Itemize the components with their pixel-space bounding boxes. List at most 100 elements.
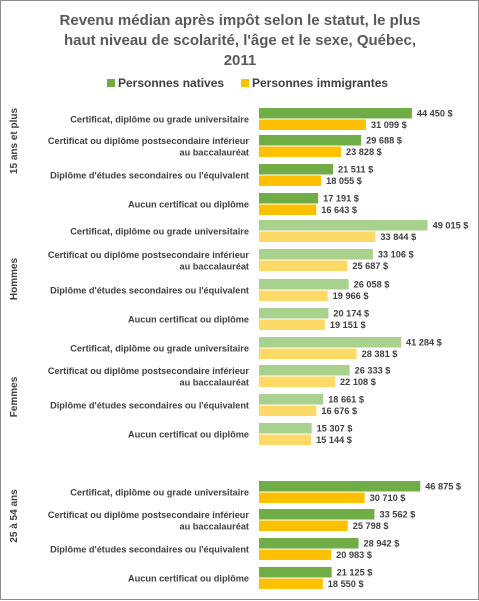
- value-label-native: 41 284 $: [406, 338, 442, 348]
- bar-native: [259, 308, 329, 319]
- bar-native: [259, 108, 412, 119]
- bar-native: [259, 135, 362, 146]
- bar-immigrant: [259, 319, 325, 330]
- value-label-immigrant: 16 676 $: [321, 406, 357, 416]
- category-label: Aucun certificat ou diplôme: [128, 200, 249, 210]
- value-label-native: 46 875 $: [425, 482, 461, 492]
- bar-native: [259, 164, 333, 175]
- group-label: 15 ans et plus: [9, 107, 20, 174]
- bar-native: [259, 279, 349, 290]
- group-3: 25 à 54 ans Certificat, diplôme ou grade …: [9, 481, 461, 589]
- category-label: Certificat, diplôme ou grade universitai…: [70, 488, 249, 498]
- bar-immigrant: [259, 175, 322, 186]
- bar-native: [259, 394, 324, 405]
- group-label: 25 à 54 ans: [9, 489, 20, 543]
- bar-native: [259, 481, 421, 492]
- bar-native: [259, 423, 312, 434]
- value-label-native: 18 661 $: [328, 395, 364, 405]
- chart-title-line-3: 2011: [224, 52, 257, 69]
- bar-immigrant: [259, 549, 332, 560]
- value-label-native: 15 307 $: [317, 424, 353, 434]
- category-label: Certificat ou diplôme postsecondaire inf…: [48, 366, 250, 376]
- value-label-immigrant: 15 144 $: [316, 435, 352, 445]
- bar-immigrant: [259, 231, 376, 242]
- legend-swatch-immigrant: [241, 79, 249, 87]
- bar-immigrant: [259, 290, 328, 301]
- bar-native: [259, 220, 428, 231]
- category-label: au baccalauréat: [180, 147, 249, 157]
- value-label-native: 26 058 $: [354, 280, 390, 290]
- category-label: Certificat ou diplôme postsecondaire inf…: [48, 510, 250, 520]
- bar-immigrant: [259, 405, 317, 416]
- plot-area: 15 ans et plus Certificat, diplôme ou gra…: [9, 107, 468, 589]
- value-label-immigrant: 20 983 $: [336, 550, 372, 560]
- bar-immigrant: [259, 376, 336, 387]
- value-label-immigrant: 18 055 $: [326, 176, 362, 186]
- bar-native: [259, 249, 373, 260]
- value-label-immigrant: 19 151 $: [330, 320, 366, 330]
- value-label-native: 17 191 $: [323, 194, 359, 204]
- bar-native: [259, 538, 359, 549]
- bar-native: [259, 365, 350, 376]
- category-label: Aucun certificat ou diplôme: [128, 430, 249, 440]
- group-1: Hommes Certificat, diplôme ou grade unive…: [9, 220, 468, 330]
- category-label: Aucun certificat ou diplôme: [128, 315, 249, 325]
- category-label: Diplôme d'études secondaires ou l'équiva…: [50, 171, 249, 181]
- value-label-native: 44 450 $: [417, 109, 453, 119]
- bar-immigrant: [259, 146, 341, 157]
- legend-swatch-native: [107, 79, 115, 87]
- group-0: 15 ans et plus Certificat, diplôme ou gra…: [9, 107, 453, 215]
- category-label: au baccalauréat: [180, 521, 249, 531]
- value-label-immigrant: 22 108 $: [340, 377, 376, 387]
- bar-immigrant: [259, 348, 357, 359]
- category-label: Certificat ou diplôme postsecondaire inf…: [48, 136, 250, 146]
- category-label: Diplôme d'études secondaires ou l'équiva…: [50, 401, 249, 411]
- category-label: au baccalauréat: [180, 261, 249, 271]
- bar-native: [259, 509, 375, 520]
- value-label-immigrant: 28 381 $: [362, 349, 398, 359]
- value-label-native: 49 015 $: [433, 221, 469, 231]
- value-label-immigrant: 19 966 $: [333, 291, 369, 301]
- category-label: Certificat, diplôme ou grade universitai…: [70, 227, 249, 237]
- bar-immigrant: [259, 434, 312, 445]
- legend-label-native: Personnes natives: [118, 76, 224, 90]
- bar-immigrant: [259, 119, 366, 130]
- legend: Personnes natives Personnes immigrantes: [107, 76, 388, 90]
- bar-immigrant: [259, 520, 348, 531]
- group-2: Femmes Certificat, diplôme ou grade unive…: [9, 337, 442, 445]
- category-label: Certificat ou diplôme postsecondaire inf…: [48, 250, 250, 260]
- bar-native: [259, 567, 332, 578]
- category-label: Diplôme d'études secondaires ou l'équiva…: [50, 545, 249, 555]
- legend-label-immigrant: Personnes immigrantes: [252, 76, 388, 90]
- bar-immigrant: [259, 578, 323, 589]
- bar-native: [259, 193, 319, 204]
- category-label: Diplôme d'études secondaires ou l'équiva…: [50, 286, 249, 296]
- value-label-native: 21 125 $: [337, 568, 373, 578]
- bar-immigrant: [259, 260, 348, 271]
- value-label-native: 33 106 $: [378, 250, 414, 260]
- value-label-immigrant: 31 099 $: [371, 120, 407, 130]
- bar-native: [259, 337, 402, 348]
- value-label-immigrant: 25 798 $: [353, 521, 389, 531]
- bar-immigrant: [259, 492, 365, 503]
- value-label-native: 20 174 $: [333, 309, 369, 319]
- category-label: au baccalauréat: [180, 377, 249, 387]
- category-label: Certificat, diplôme ou grade universitai…: [70, 344, 249, 354]
- group-label: Hommes: [9, 257, 20, 300]
- value-label-immigrant: 25 687 $: [352, 261, 388, 271]
- value-label-native: 28 942 $: [364, 539, 400, 549]
- group-label: Femmes: [9, 376, 20, 417]
- category-label: Certificat, diplôme ou grade universitai…: [70, 115, 249, 125]
- chart-title-line-2: haut niveau de scolarité, l'âge et le se…: [64, 32, 416, 49]
- category-label: Aucun certificat ou diplôme: [128, 574, 249, 584]
- chart-title-line-1: Revenu médian après impôt selon le statu…: [60, 12, 421, 29]
- value-label-immigrant: 18 550 $: [328, 579, 364, 589]
- value-label-immigrant: 30 710 $: [370, 493, 406, 503]
- value-label-immigrant: 23 828 $: [346, 147, 382, 157]
- bar-immigrant: [259, 204, 317, 215]
- value-label-native: 21 511 $: [338, 165, 373, 175]
- value-label-native: 29 688 $: [366, 136, 402, 146]
- chart-title: Revenu médian après impôt selon le statu…: [60, 12, 421, 69]
